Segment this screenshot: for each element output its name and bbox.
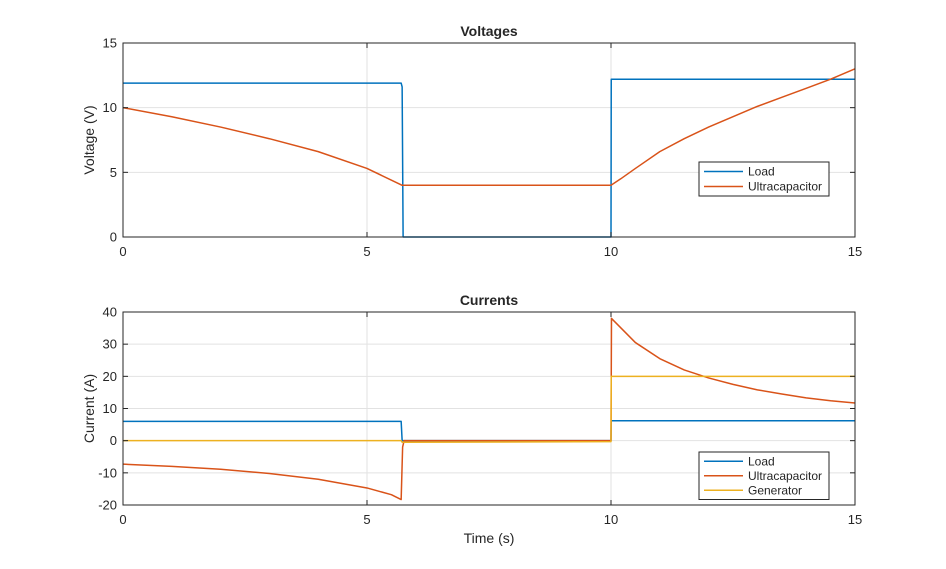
y-tick-label: 15	[103, 36, 117, 51]
legend-box	[698, 161, 830, 197]
legend-label: Ultracapacitor	[748, 469, 822, 483]
legend-label: Load	[748, 165, 775, 179]
x-tick-label: 10	[604, 244, 618, 259]
y-tick-label: 40	[103, 305, 117, 320]
legend-label: Generator	[748, 483, 802, 497]
chart-title: Voltages	[460, 23, 518, 39]
series-line-ultracapacitor	[122, 68, 856, 187]
x-axis-label: Time (s)	[464, 530, 515, 546]
y-tick-label: 30	[103, 337, 117, 352]
x-tick-label: 0	[119, 512, 126, 527]
y-tick-label: 10	[103, 100, 117, 115]
y-tick-label: 0	[110, 230, 117, 245]
y-tick-label: 10	[103, 401, 117, 416]
axes-box	[122, 42, 856, 238]
y-tick-label: 5	[110, 165, 117, 180]
x-tick-label: 0	[119, 244, 126, 259]
legend-label: Ultracapacitor	[748, 180, 822, 194]
y-tick-label: -20	[98, 498, 117, 513]
legend-label: Load	[748, 454, 775, 468]
x-tick-label: 15	[848, 244, 862, 259]
series-line-generator	[123, 375, 855, 444]
y-tick-label: -10	[98, 465, 117, 480]
x-tick-label: 5	[363, 512, 370, 527]
x-tick-label: 15	[848, 512, 862, 527]
chart-title: Currents	[460, 292, 519, 308]
y-tick-label: 0	[110, 433, 117, 448]
currents-axes: 0 5 10 15 -20 -10 0 10 20 30 40 Currents Current (A)…	[81, 292, 862, 546]
y-axis-label: Voltage (V)	[81, 105, 97, 174]
plot-area	[123, 43, 855, 237]
x-tick-label: 10	[604, 512, 618, 527]
voltages-axes: 0 5 10 15 0 5 10 15 Voltages Voltage (V) LoadUltra…	[81, 23, 862, 259]
y-tick-label: 20	[103, 369, 117, 384]
x-tick-label: 5	[363, 244, 370, 259]
y-axis-label: Current (A)	[81, 374, 97, 443]
